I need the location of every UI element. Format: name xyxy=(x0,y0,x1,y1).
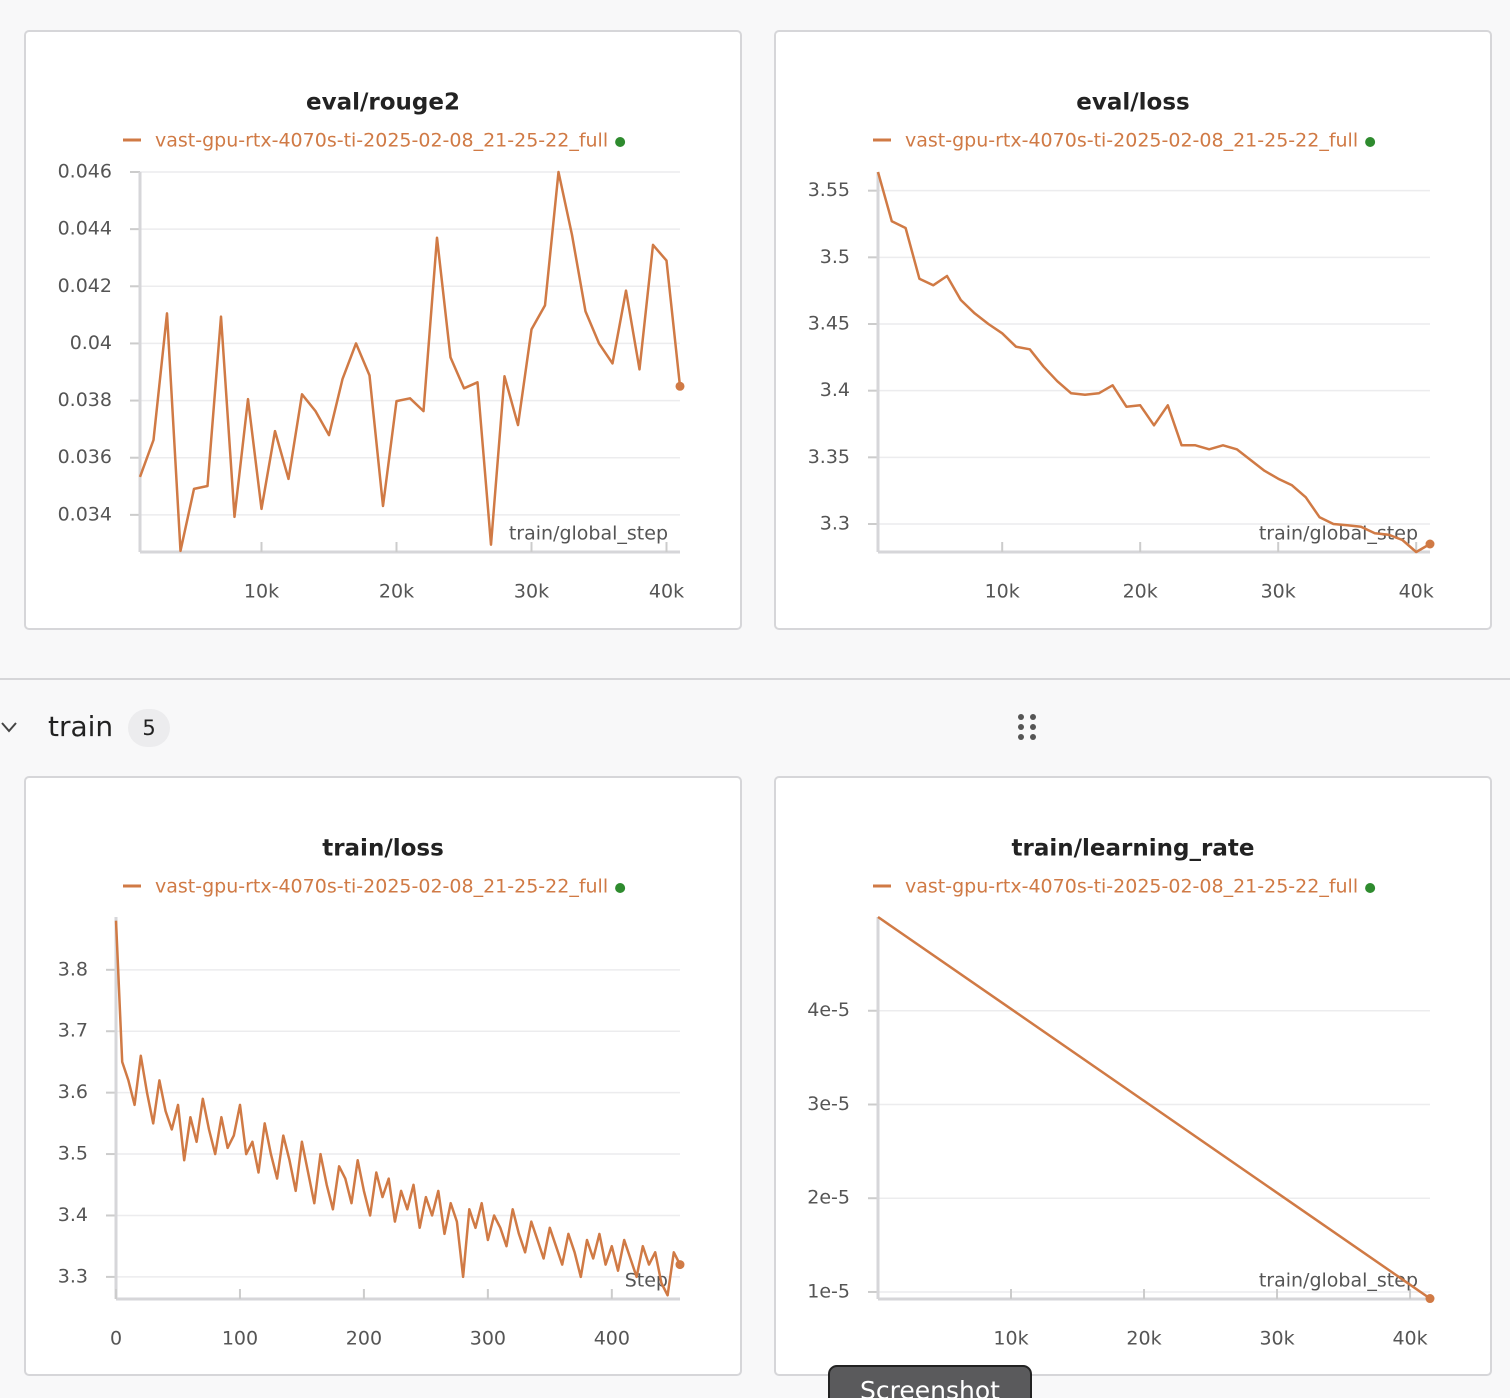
panel xyxy=(774,776,1492,1376)
legend-status-dot xyxy=(1365,883,1376,893)
panel xyxy=(774,30,1492,630)
y-tick-label: 3.5 xyxy=(58,1143,88,1165)
panel xyxy=(24,30,742,630)
x-axis-label: train/global_step xyxy=(1259,1270,1418,1292)
x-tick-label: 400 xyxy=(594,1328,630,1350)
y-tick-label: 2e-5 xyxy=(807,1187,850,1209)
x-tick-label: 30k xyxy=(1261,581,1296,603)
y-tick-label: 0.04 xyxy=(70,332,112,354)
end-point xyxy=(675,381,685,391)
x-tick-label: 10k xyxy=(244,581,279,603)
x-tick-label: 10k xyxy=(985,581,1020,603)
y-tick-label: 0.042 xyxy=(58,275,112,297)
collapse-chevron[interactable] xyxy=(1,722,17,733)
x-tick-label: 40k xyxy=(1392,1328,1427,1350)
end-point xyxy=(1425,1294,1435,1304)
y-tick-label: 0.034 xyxy=(58,503,112,525)
button-label[interactable]: Screenshot xyxy=(860,1376,1000,1398)
x-tick-label: 40k xyxy=(1399,581,1434,603)
x-tick-label: 30k xyxy=(514,581,549,603)
legend-label: vast-gpu-rtx-4070s-ti-2025-02-08_21-25-2… xyxy=(155,130,608,152)
end-point xyxy=(675,1260,685,1270)
y-tick-label: 0.044 xyxy=(58,218,112,240)
y-tick-label: 3.5 xyxy=(820,246,850,268)
panel xyxy=(24,776,742,1376)
x-tick-label: 20k xyxy=(379,581,414,603)
x-axis-label: train/global_step xyxy=(1259,523,1418,545)
x-tick-label: 30k xyxy=(1259,1328,1294,1350)
chart-title: train/loss xyxy=(322,836,444,862)
button-bg[interactable] xyxy=(828,1365,1032,1398)
data-line xyxy=(877,915,1431,1300)
legend-status-dot xyxy=(1365,137,1376,147)
chart-title: eval/loss xyxy=(1076,90,1189,116)
x-tick-label: 20k xyxy=(1123,581,1158,603)
y-tick-label: 3.6 xyxy=(58,1081,88,1103)
chart-title: eval/rouge2 xyxy=(306,90,460,116)
y-tick-label: 4e-5 xyxy=(807,999,850,1021)
y-tick-label: 0.038 xyxy=(58,389,112,411)
y-tick-label: 3.45 xyxy=(808,313,850,335)
x-tick-label: 40k xyxy=(649,581,684,603)
section-title: train xyxy=(48,710,113,743)
y-tick-label: 3.55 xyxy=(808,179,850,201)
section-count-badge xyxy=(128,709,170,747)
legend-status-dot xyxy=(615,883,626,893)
end-point xyxy=(1425,539,1435,549)
chart-title: train/learning_rate xyxy=(1012,836,1255,862)
y-tick-label: 3e-5 xyxy=(807,1093,850,1115)
x-tick-label: 20k xyxy=(1126,1328,1161,1350)
legend-label: vast-gpu-rtx-4070s-ti-2025-02-08_21-25-2… xyxy=(905,130,1358,152)
legend-status-dot xyxy=(615,137,626,147)
y-tick-label: 3.4 xyxy=(820,379,850,401)
screenshot-button[interactable]: Screenshot xyxy=(828,1365,1032,1398)
x-axis-label: train/global_step xyxy=(509,523,668,545)
y-tick-label: 1e-5 xyxy=(807,1280,850,1302)
data-line xyxy=(138,170,682,553)
data-line xyxy=(114,920,682,1297)
x-tick-label: 100 xyxy=(222,1328,258,1350)
legend-label: vast-gpu-rtx-4070s-ti-2025-02-08_21-25-2… xyxy=(155,876,608,898)
y-tick-label: 3.7 xyxy=(58,1020,88,1042)
y-tick-label: 3.8 xyxy=(58,958,88,980)
y-tick-label: 3.35 xyxy=(808,446,850,468)
drag-handle[interactable] xyxy=(1018,714,1036,740)
x-tick-label: 0 xyxy=(110,1328,122,1350)
x-tick-label: 200 xyxy=(346,1328,382,1350)
y-tick-label: 0.036 xyxy=(58,446,112,468)
y-tick-label: 3.3 xyxy=(58,1265,88,1287)
legend-label: vast-gpu-rtx-4070s-ti-2025-02-08_21-25-2… xyxy=(905,876,1358,898)
section-count: 5 xyxy=(142,716,155,740)
y-tick-label: 3.4 xyxy=(58,1204,88,1226)
x-tick-label: 10k xyxy=(993,1328,1028,1350)
data-line xyxy=(876,171,1431,554)
x-tick-label: 300 xyxy=(470,1328,506,1350)
y-tick-label: 0.046 xyxy=(58,161,112,183)
y-tick-label: 3.3 xyxy=(820,513,850,535)
